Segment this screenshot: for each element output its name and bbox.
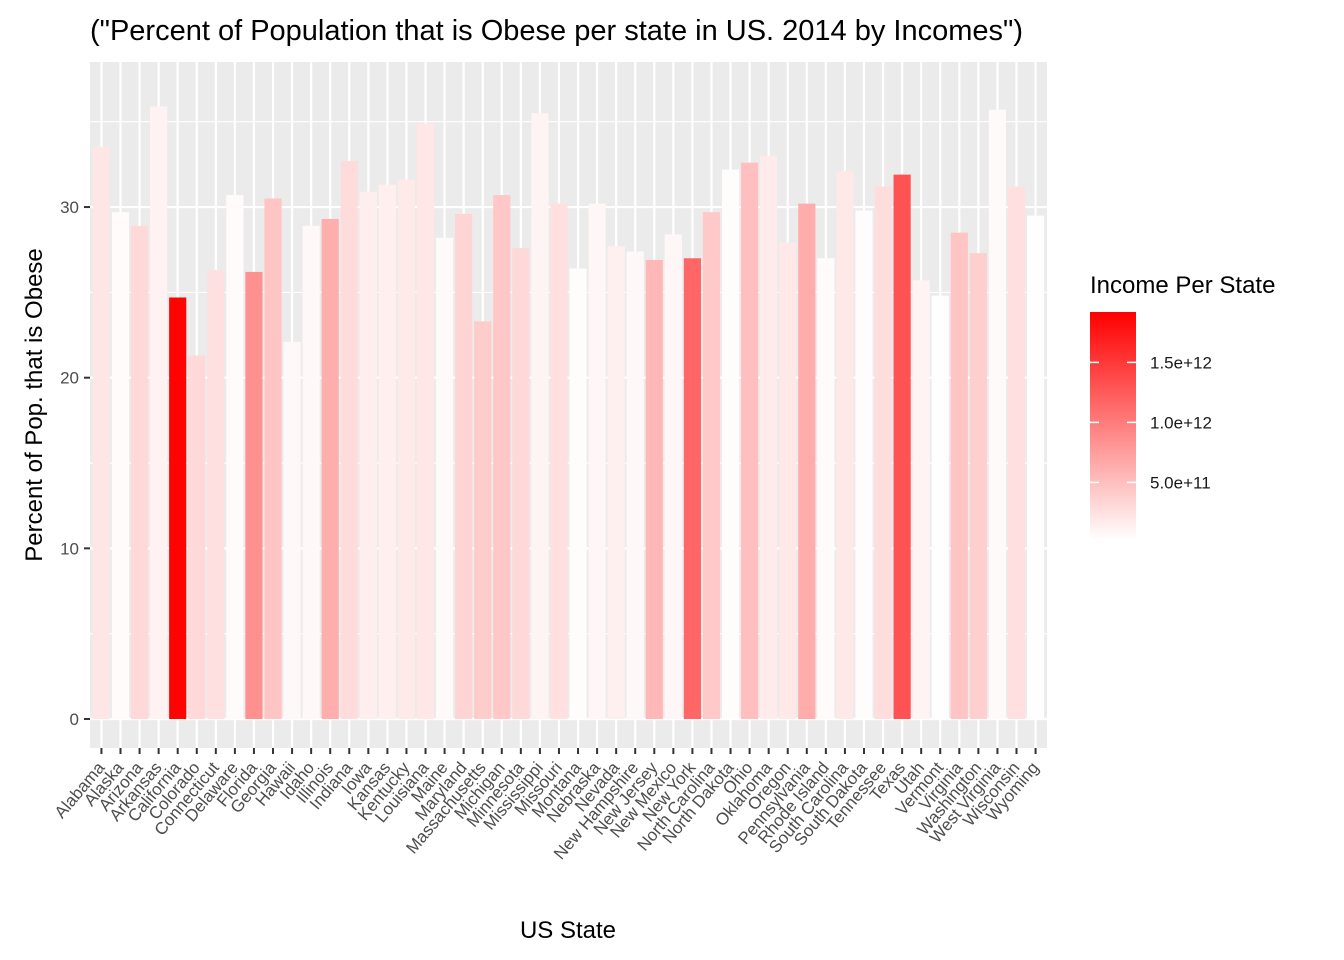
bar-pennsylvania bbox=[798, 203, 816, 719]
bar-maine bbox=[436, 237, 454, 719]
bar-california bbox=[169, 297, 187, 719]
bar-west-virginia bbox=[988, 109, 1007, 719]
bar-tennessee bbox=[874, 186, 892, 719]
bar-new-york bbox=[683, 258, 701, 719]
legend-colorbar bbox=[1090, 312, 1136, 540]
bar-florida bbox=[245, 271, 263, 719]
y-tick-label: 0 bbox=[70, 710, 79, 729]
legend-label: 5.0e+11 bbox=[1150, 473, 1211, 492]
bar-massachusetts bbox=[474, 321, 492, 719]
bars bbox=[92, 106, 1045, 719]
bar-missouri bbox=[550, 203, 568, 719]
bar-indiana bbox=[340, 160, 358, 719]
legend-title: Income Per State bbox=[1090, 272, 1275, 299]
bar-nebraska bbox=[588, 203, 606, 719]
bar-wyoming bbox=[1026, 215, 1045, 719]
bar-illinois bbox=[321, 218, 339, 719]
bar-nevada bbox=[607, 246, 625, 719]
bar-virginia bbox=[950, 232, 968, 719]
chart-title: ("Percent of Population that is Obese pe… bbox=[90, 15, 1023, 47]
bar-oklahoma bbox=[760, 155, 778, 719]
legend: Income Per State 5.0e+11 1.0e+12 1.5e+12 bbox=[1090, 272, 1275, 540]
legend-label: 1.0e+12 bbox=[1150, 413, 1212, 432]
bar-colorado bbox=[188, 355, 206, 719]
bar-utah bbox=[912, 280, 930, 719]
bar-wisconsin bbox=[1007, 186, 1026, 719]
y-tick-label: 10 bbox=[60, 539, 79, 558]
bar-montana bbox=[569, 268, 587, 719]
bar-new-hampshire bbox=[626, 251, 644, 719]
bar-texas bbox=[893, 174, 911, 719]
bar-arizona bbox=[130, 225, 149, 719]
bar-hawaii bbox=[283, 341, 301, 719]
bar-alaska bbox=[111, 212, 130, 719]
bar-north-carolina bbox=[702, 212, 721, 719]
bar-kansas bbox=[378, 184, 396, 719]
y-axis-title: Percent of Pop. that is Obese bbox=[21, 248, 48, 562]
bar-iowa bbox=[359, 191, 377, 719]
bar-georgia bbox=[264, 198, 282, 719]
bar-north-dakota bbox=[721, 169, 740, 719]
bar-idaho bbox=[302, 225, 320, 719]
bar-kentucky bbox=[397, 179, 416, 719]
bar-ohio bbox=[741, 162, 759, 719]
bar-oregon bbox=[779, 242, 797, 719]
y-tick-label: 20 bbox=[60, 369, 79, 388]
y-axis: 0 10 20 30 bbox=[60, 198, 90, 729]
bar-mississippi bbox=[531, 113, 549, 719]
legend-label: 1.5e+12 bbox=[1150, 353, 1212, 372]
bar-arkansas bbox=[150, 106, 168, 719]
x-axis: AlabamaAlaskaArizonaArkansasCaliforniaCo… bbox=[51, 748, 1043, 863]
bar-delaware bbox=[226, 195, 244, 719]
bar-vermont bbox=[931, 295, 949, 719]
y-tick-label: 30 bbox=[60, 198, 79, 217]
bar-alabama bbox=[92, 147, 111, 719]
bar-minnesota bbox=[512, 248, 530, 719]
bar-south-dakota bbox=[855, 210, 873, 719]
bar-washington bbox=[969, 253, 987, 719]
bar-new-mexico bbox=[664, 234, 682, 719]
x-axis-title: US State bbox=[520, 917, 616, 944]
bar-new-jersey bbox=[645, 259, 663, 719]
bar-south-carolina bbox=[836, 171, 854, 719]
bar-rhode-island bbox=[817, 258, 835, 719]
legend-ticks: 5.0e+11 1.0e+12 1.5e+12 bbox=[1090, 353, 1212, 492]
bar-michigan bbox=[493, 195, 511, 719]
bar-maryland bbox=[455, 213, 473, 719]
bar-connecticut bbox=[207, 270, 225, 719]
bar-louisiana bbox=[416, 123, 435, 719]
